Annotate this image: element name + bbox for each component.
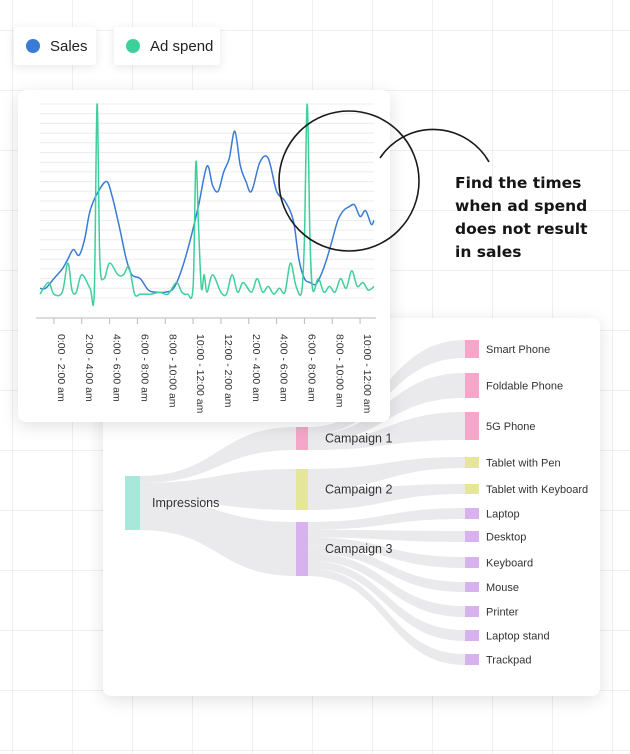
node-product[interactable]: [465, 508, 479, 519]
callout-line-2: when ad spend: [455, 197, 588, 215]
flow-to-product: [308, 537, 465, 568]
flow-to-product: [308, 529, 465, 542]
x-tick-label: 8:00 - 10:00 am: [333, 334, 345, 408]
node-product[interactable]: [465, 531, 479, 542]
x-tick-label: 6:00 - 8:00 am: [305, 334, 317, 402]
series-line-sales: [39, 130, 375, 294]
node-label-product: Laptop: [486, 509, 520, 521]
flow-to-product: [308, 484, 465, 510]
flow-to-product: [308, 552, 465, 617]
node-product[interactable]: [465, 373, 479, 398]
node-label-product: Keyboard: [486, 558, 533, 570]
node-label-campaign: Campaign 1: [325, 432, 392, 446]
node-product[interactable]: [465, 654, 479, 665]
ad-spend-color-dot: [126, 39, 140, 53]
x-tick-label: 2:00 - 4:00 am: [83, 334, 95, 402]
node-label-product: Desktop: [486, 532, 526, 544]
node-campaign-1[interactable]: [296, 427, 308, 450]
flow-to-product: [308, 508, 465, 530]
callout-line-3: does not result: [455, 220, 588, 238]
legend-label-sales: Sales: [50, 37, 88, 55]
node-label-product: Printer: [486, 607, 519, 619]
node-product[interactable]: [465, 340, 479, 358]
legend-item-sales[interactable]: Sales: [14, 27, 96, 65]
flow-impressions-to-campaign-3: [140, 499, 296, 576]
node-label-campaign: Campaign 2: [325, 483, 392, 497]
node-label-product: Laptop stand: [486, 631, 550, 643]
x-tick-label: 0:00 - 2:00 am: [55, 334, 67, 402]
line-chart-card: 0:00 - 2:00 am 2:00 - 4:00 am 4:00 - 6:00 …: [18, 90, 390, 422]
flow-to-product: [308, 560, 465, 641]
node-label-campaign: Campaign 3: [325, 542, 392, 556]
node-label-product: Trackpad: [486, 655, 531, 667]
legend-item-ad-spend[interactable]: Ad spend: [114, 27, 220, 65]
flow-to-product: [308, 545, 465, 592]
x-tick-label: 6:00 - 8:00 am: [138, 334, 150, 402]
node-product[interactable]: [465, 484, 479, 494]
node-product[interactable]: [465, 557, 479, 568]
node-product[interactable]: [465, 412, 479, 440]
sales-color-dot: [26, 39, 40, 53]
x-tick-label: 4:00 - 6:00 am: [278, 334, 290, 402]
x-tick-label: 10:00 - 12:00 am: [361, 334, 373, 414]
node-product[interactable]: [465, 630, 479, 641]
flow-to-product: [308, 457, 465, 490]
node-campaign-2[interactable]: [296, 469, 308, 510]
x-tick-label: 4:00 - 6:00 am: [111, 334, 123, 402]
node-product[interactable]: [465, 606, 479, 617]
node-label-product: 5G Phone: [486, 421, 536, 433]
series-line-ad-spend: [39, 103, 375, 307]
flow-to-product: [308, 412, 465, 450]
flow-impressions-to-campaign-1: [140, 427, 296, 483]
node-label-product: Mouse: [486, 582, 519, 594]
flow-impressions-to-campaign-2: [140, 469, 296, 510]
x-tick-label: 12:00 - 2:00 am: [222, 334, 234, 408]
x-tick-label: 2:00 - 4:00 am: [250, 334, 262, 402]
callout-line-1: Find the times: [455, 174, 582, 192]
x-tick-label: 8:00 - 10:00 am: [166, 334, 178, 408]
node-campaign-3[interactable]: [296, 522, 308, 576]
legend-label-ad-spend: Ad spend: [150, 37, 214, 55]
sankey-diagram: Impressions Campaign 1 Campaign 2 Campaign …: [125, 340, 588, 667]
node-label-product: Tablet with Pen: [486, 458, 561, 470]
node-label-product: Smart Phone: [486, 344, 550, 356]
node-impressions[interactable]: [125, 476, 140, 530]
node-product[interactable]: [465, 582, 479, 592]
node-label-product: Tablet with Keyboard: [486, 484, 588, 496]
node-product[interactable]: [465, 457, 479, 468]
flow-to-product: [308, 568, 465, 665]
callout-text: Find the times when ad spend does not re…: [455, 172, 625, 264]
x-tick-label: 10:00 - 12:00 am: [194, 334, 206, 414]
callout-line-4: in sales: [455, 243, 522, 261]
line-chart: 0:00 - 2:00 am 2:00 - 4:00 am 4:00 - 6:00 …: [36, 103, 376, 414]
node-label-product: Foldable Phone: [486, 381, 563, 393]
node-label-impressions: Impressions: [152, 496, 219, 510]
